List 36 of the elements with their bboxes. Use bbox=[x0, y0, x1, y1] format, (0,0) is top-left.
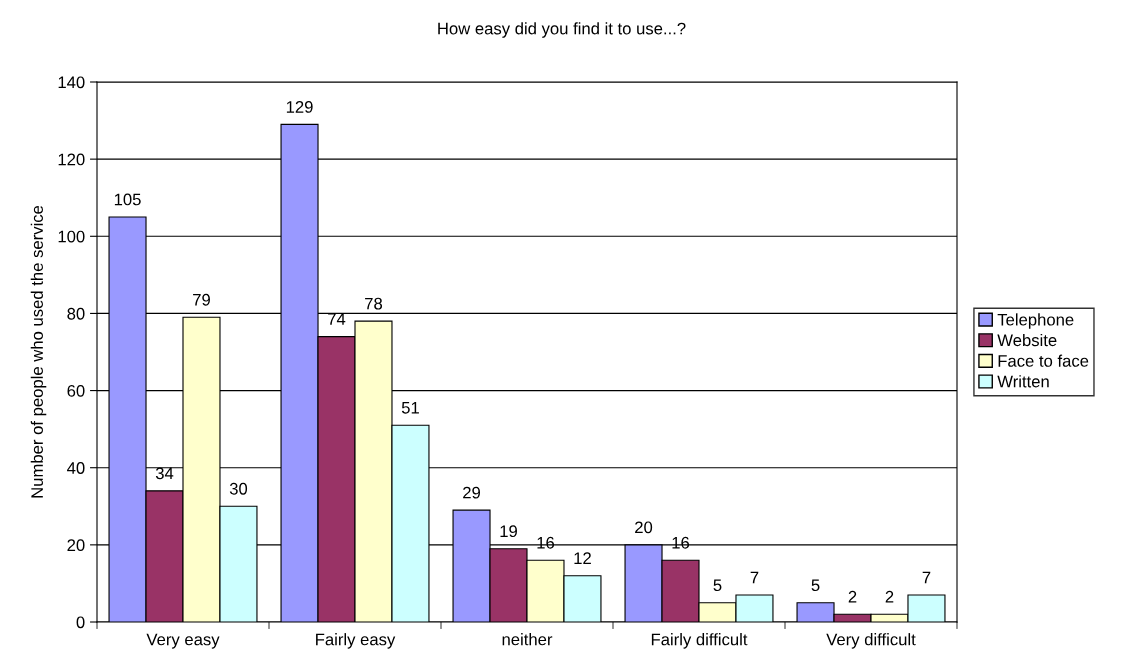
y-axis-title: Number of people who used the service bbox=[30, 205, 47, 498]
x-tick-label: Very easy bbox=[146, 633, 220, 649]
y-tick-label: 0 bbox=[76, 616, 85, 629]
legend-label: Face to face bbox=[998, 354, 1089, 367]
data-label: 79 bbox=[193, 293, 210, 306]
data-label: 7 bbox=[922, 571, 931, 584]
data-label: 129 bbox=[286, 101, 313, 113]
y-tick-label: 100 bbox=[58, 230, 85, 243]
data-label: 78 bbox=[365, 297, 383, 310]
y-tick-label: 40 bbox=[67, 462, 85, 474]
data-label: 20 bbox=[635, 521, 653, 534]
y-tick-label: 80 bbox=[67, 307, 85, 320]
x-tick-label: Fairly difficult bbox=[651, 633, 748, 649]
data-label: 2 bbox=[848, 590, 857, 603]
x-tick-label: Very difficult bbox=[826, 633, 916, 649]
data-label: 105 bbox=[114, 193, 141, 206]
chart-title: How easy did you find it to use...? bbox=[438, 22, 686, 38]
x-tick-label: Fairly easy bbox=[316, 633, 396, 649]
data-label: 5 bbox=[811, 579, 820, 592]
data-label: 34 bbox=[155, 467, 174, 480]
data-label: 51 bbox=[401, 402, 419, 414]
data-label: 2 bbox=[885, 590, 894, 603]
y-tick-label: 20 bbox=[67, 539, 85, 552]
data-label: 7 bbox=[750, 571, 759, 584]
legend-label: Website bbox=[997, 333, 1057, 347]
y-tick-label: 60 bbox=[67, 384, 85, 397]
x-tick-label: neither bbox=[502, 633, 553, 646]
data-label: 19 bbox=[500, 525, 517, 538]
data-label: 29 bbox=[463, 486, 481, 499]
legend-label: Written bbox=[997, 375, 1049, 388]
data-label: 5 bbox=[713, 579, 722, 592]
data-label: 30 bbox=[229, 482, 248, 495]
y-tick-label: 120 bbox=[58, 153, 85, 166]
y-tick-label: 140 bbox=[58, 76, 85, 89]
data-label: 12 bbox=[574, 552, 591, 564]
legend-label: Telephone bbox=[997, 313, 1074, 329]
